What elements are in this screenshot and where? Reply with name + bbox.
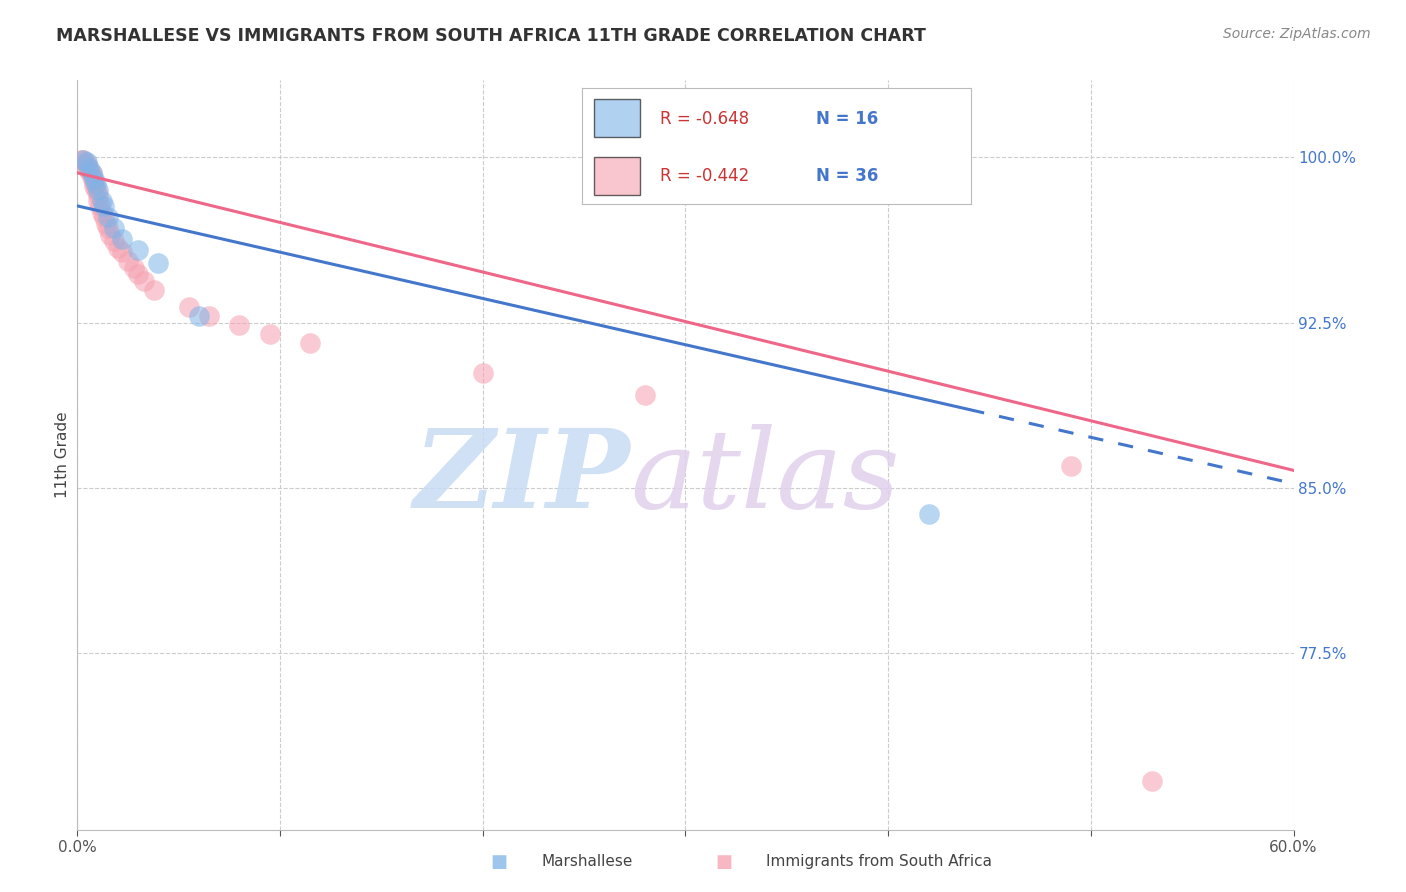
- Point: [72, 153, 94, 167]
- Point: [76, 154, 98, 169]
- Point: [86, 187, 108, 202]
- Text: ■: ■: [491, 853, 508, 871]
- Point: [198, 309, 221, 323]
- Point: [117, 254, 139, 268]
- Point: [79, 161, 101, 176]
- Point: [127, 267, 149, 281]
- Point: [97, 221, 120, 235]
- Point: [103, 234, 125, 248]
- Point: [1059, 458, 1081, 473]
- Point: [86, 194, 108, 209]
- Point: [127, 243, 149, 257]
- Point: [93, 199, 115, 213]
- Point: [84, 184, 107, 198]
- Point: [80, 170, 103, 185]
- Point: [79, 163, 101, 178]
- Point: [89, 199, 111, 213]
- Text: Immigrants from South Africa: Immigrants from South Africa: [766, 855, 993, 869]
- Point: [80, 166, 103, 180]
- Point: [299, 335, 322, 350]
- Point: [90, 194, 112, 209]
- Point: [918, 508, 941, 522]
- Point: [86, 184, 108, 198]
- Point: [188, 309, 211, 323]
- Point: [148, 256, 170, 270]
- Point: [471, 367, 494, 381]
- Point: [98, 227, 121, 242]
- Point: [70, 153, 93, 167]
- Point: [103, 221, 125, 235]
- Point: [83, 172, 105, 186]
- Point: [83, 179, 105, 194]
- Text: ZIP: ZIP: [415, 424, 631, 531]
- Text: atlas: atlas: [631, 424, 900, 531]
- Y-axis label: 11th Grade: 11th Grade: [55, 411, 70, 499]
- Point: [76, 157, 98, 171]
- Point: [259, 326, 281, 341]
- Point: [107, 241, 129, 255]
- Point: [75, 154, 97, 169]
- Point: [72, 153, 94, 167]
- Text: MARSHALLESE VS IMMIGRANTS FROM SOUTH AFRICA 11TH GRADE CORRELATION CHART: MARSHALLESE VS IMMIGRANTS FROM SOUTH AFR…: [56, 27, 927, 45]
- Point: [83, 175, 105, 189]
- Point: [634, 388, 657, 402]
- Text: Marshallese: Marshallese: [541, 855, 633, 869]
- Point: [111, 245, 134, 260]
- Point: [177, 300, 200, 314]
- Point: [228, 318, 250, 332]
- Point: [122, 260, 145, 275]
- Text: Source: ZipAtlas.com: Source: ZipAtlas.com: [1223, 27, 1371, 41]
- Point: [76, 161, 98, 176]
- Point: [80, 166, 103, 180]
- Point: [134, 274, 156, 288]
- Point: [94, 217, 117, 231]
- Point: [97, 210, 120, 224]
- Point: [93, 210, 115, 224]
- Point: [90, 205, 112, 219]
- Point: [1140, 774, 1163, 789]
- Point: [143, 283, 166, 297]
- Point: [111, 232, 134, 246]
- Point: [84, 177, 107, 191]
- Text: ■: ■: [716, 853, 733, 871]
